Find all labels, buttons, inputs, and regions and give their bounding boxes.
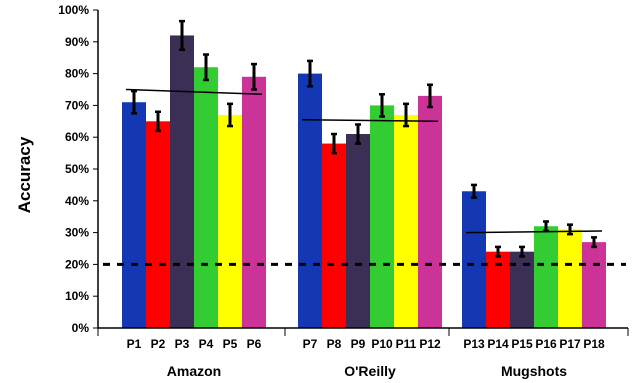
y-tick-label: 90% <box>65 35 89 49</box>
y-tick-label: 10% <box>65 289 89 303</box>
bar-p16 <box>534 226 558 328</box>
bar-p4 <box>194 67 218 329</box>
y-tick-label: 80% <box>65 67 89 81</box>
trend-lines-layer <box>125 88 603 234</box>
bar-p3 <box>170 35 194 328</box>
bar-p2 <box>146 121 170 328</box>
x-tick-label-p18: P18 <box>583 337 605 351</box>
x-tick-label-p15: P15 <box>511 337 533 351</box>
y-tick-label: 40% <box>65 194 89 208</box>
y-tick-label: 0% <box>72 321 90 335</box>
bar-p11 <box>394 114 418 328</box>
bar-p7 <box>298 73 322 328</box>
x-tick-label-p10: P10 <box>371 337 393 351</box>
x-tick-label-p4: P4 <box>199 337 214 351</box>
bar-p8 <box>322 143 346 328</box>
x-tick-label-p14: P14 <box>487 337 509 351</box>
trend-line-2 <box>465 230 603 234</box>
group-label: O'Reilly <box>344 363 396 379</box>
x-tick-label-p5: P5 <box>223 337 238 351</box>
bar-p6 <box>242 76 266 328</box>
x-tick-label-p16: P16 <box>535 337 557 351</box>
bar-p17 <box>558 229 582 328</box>
x-tick-label-p6: P6 <box>247 337 262 351</box>
group-label: Amazon <box>167 363 221 379</box>
y-tick-label: 100% <box>58 3 89 17</box>
bar-p18 <box>582 242 606 328</box>
trend-line-0 <box>125 88 263 96</box>
y-tick-label: 70% <box>65 98 89 112</box>
x-tick-label-p2: P2 <box>151 337 166 351</box>
bar-p5 <box>218 114 242 328</box>
y-tick-label: 60% <box>65 130 89 144</box>
bar-p9 <box>346 134 370 328</box>
group-label: Mugshots <box>501 363 567 379</box>
x-tick-label-p3: P3 <box>175 337 190 351</box>
labels-layer: 0% 10% 20% 30% 40% 50% 60% 70% 80% 90% 100% P1 P2 P3 P… <box>58 3 605 379</box>
x-tick-label-p12: P12 <box>419 337 441 351</box>
error-bars-layer <box>131 19 597 258</box>
y-tick-label: 20% <box>65 257 89 271</box>
x-tick-label-p9: P9 <box>351 337 366 351</box>
trend-line-1 <box>301 118 439 123</box>
x-tick-label-p13: P13 <box>463 337 485 351</box>
bar-p1 <box>122 102 146 328</box>
y-axis-label-group: Accuracy <box>15 136 34 213</box>
y-tick-label: 30% <box>65 226 89 240</box>
y-tick-label: 50% <box>65 162 89 176</box>
x-tick-label-p17: P17 <box>559 337 581 351</box>
bar-p10 <box>370 105 394 329</box>
x-tick-label-p1: P1 <box>127 337 142 351</box>
axes-layer <box>93 9 629 336</box>
x-tick-label-p11: P11 <box>396 337 417 351</box>
bar-p12 <box>418 95 442 328</box>
x-tick-label-p8: P8 <box>327 337 342 351</box>
x-tick-label-p7: P7 <box>303 337 318 351</box>
bar-p13 <box>462 191 486 328</box>
y-axis-label: Accuracy <box>15 136 34 213</box>
bars-layer <box>122 35 606 329</box>
